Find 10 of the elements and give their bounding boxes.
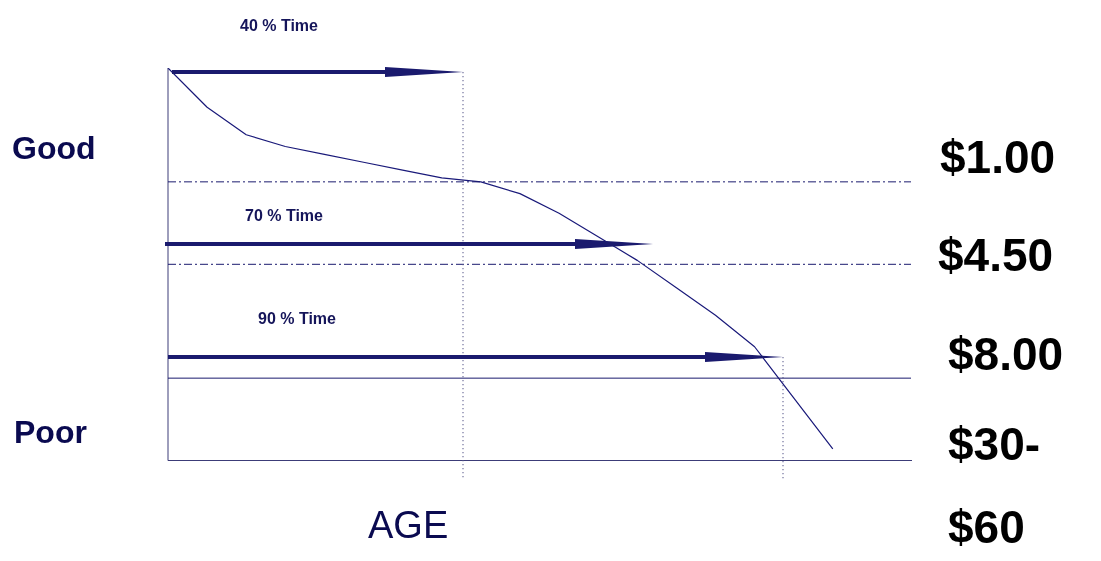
text: $1.00 — [940, 130, 1056, 185]
text: 40 % Time — [240, 16, 318, 36]
text: $4.50 — [938, 228, 1054, 283]
text: Poor — [14, 413, 87, 452]
annotation: 70 % Time — [245, 206, 323, 226]
text: $30- $60 — [948, 417, 1041, 555]
x-axis-title: AGE — [368, 504, 449, 547]
text: Good — [12, 129, 96, 168]
text: $8.00 — [948, 327, 1064, 382]
annotation: 90 % Time — [258, 309, 336, 329]
